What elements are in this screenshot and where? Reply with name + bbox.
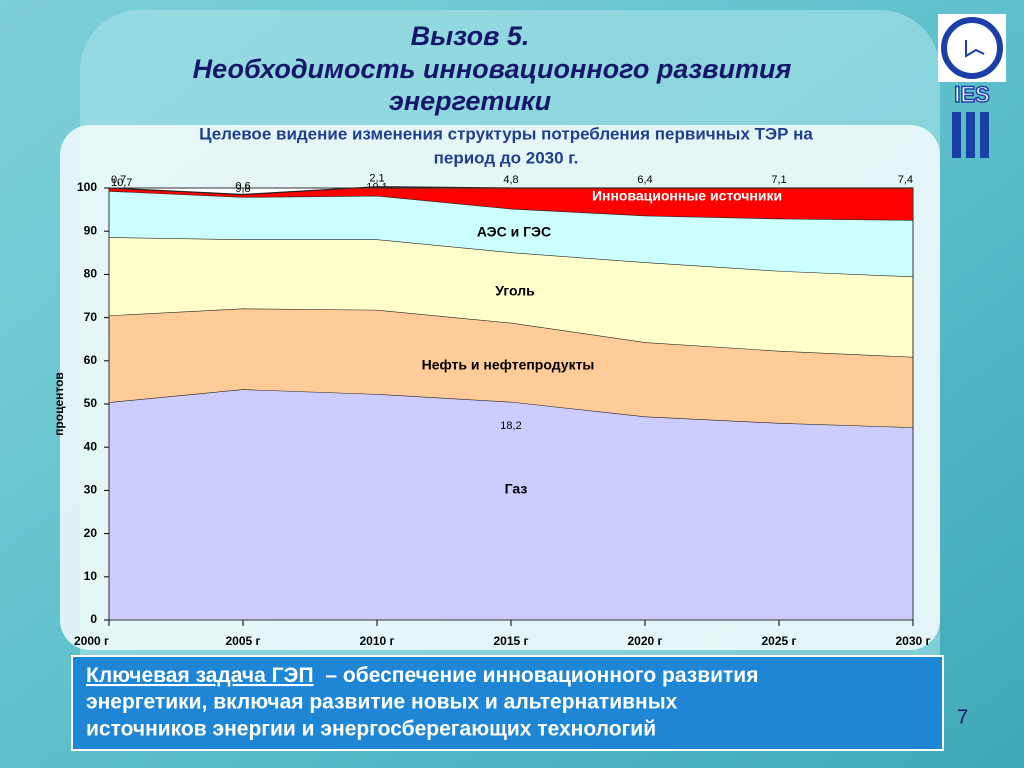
logo-text: IES	[954, 82, 989, 107]
x-tick-label: 2030 г	[895, 634, 930, 648]
page-number: 7	[957, 706, 968, 728]
y-tick-label: 30	[84, 483, 98, 497]
value-label: 10,7	[111, 177, 132, 189]
y-tick-label: 80	[84, 267, 98, 281]
title-line: Необходимость инновационного развития	[193, 54, 792, 84]
y-tick-label: 70	[84, 310, 98, 324]
value-label: 4,8	[503, 174, 518, 186]
key-line: – обеспечение инновационного развития	[325, 664, 758, 687]
annotation: 18,2	[500, 420, 521, 432]
x-tick-label: 2025 г	[761, 634, 796, 648]
x-tick-label: 2010 г	[359, 634, 394, 648]
subtitle-line: период до 2030 г.	[434, 148, 579, 167]
logo-ring	[941, 17, 1003, 79]
y-tick-label: 90	[84, 223, 98, 237]
value-label: 0,6	[235, 180, 250, 192]
key-text: Ключевая задача ГЭП – обеспечение иннова…	[86, 664, 758, 687]
y-tick-label: 60	[84, 353, 98, 367]
subtitle-line: Целевое видение изменения структуры потр…	[199, 124, 813, 143]
area	[109, 191, 913, 277]
series-label: АЭС и ГЭС	[477, 224, 551, 240]
value-label: 7,4	[898, 174, 913, 186]
value-label: 2,1	[369, 173, 384, 185]
key-line: источников энергии и энергосберегающих т…	[86, 718, 656, 741]
series-label: Уголь	[495, 283, 535, 299]
value-label: 7,1	[771, 174, 786, 186]
x-tick-label: 2005 г	[225, 634, 260, 648]
logo-bar	[980, 112, 989, 158]
y-tick-label: 40	[84, 439, 98, 453]
area	[109, 389, 913, 620]
series-label: Газ	[505, 481, 528, 497]
key-box	[71, 655, 944, 751]
y-tick-label: 0	[90, 612, 97, 626]
title-line: энергетики	[389, 86, 552, 116]
y-tick-label: 50	[84, 396, 98, 410]
logo-sign	[965, 40, 985, 58]
chart: 50,453,452,350,547,145,644,6Газ20,118,71…	[52, 173, 930, 649]
y-tick-label: 20	[84, 526, 98, 540]
logo-box	[938, 14, 1006, 82]
x-tick-label: 2020 г	[627, 634, 662, 648]
y-tick-label: 100	[77, 180, 97, 194]
y-axis-label: процентов	[52, 372, 66, 436]
value-label: 9,8	[235, 183, 250, 195]
key-line: энергетики, включая развитие новых и аль…	[86, 691, 678, 714]
logo-bar	[952, 112, 961, 158]
value-label: 0,7	[111, 174, 126, 186]
title-line: Вызов 5.	[411, 21, 530, 51]
x-tick-label: 2000 г	[74, 634, 109, 648]
value-label: 6,4	[637, 174, 652, 186]
y-tick-label: 10	[84, 569, 98, 583]
series-label: Инновационные источники	[592, 188, 782, 204]
x-tick-label: 2015 г	[493, 634, 528, 648]
logo-bar	[966, 112, 975, 158]
area	[109, 186, 913, 220]
series-label: Нефть и нефтепродукты	[422, 357, 595, 373]
key-highlight: Ключевая задача ГЭП	[86, 664, 314, 687]
area	[109, 308, 913, 428]
logo: IES	[938, 14, 1006, 158]
